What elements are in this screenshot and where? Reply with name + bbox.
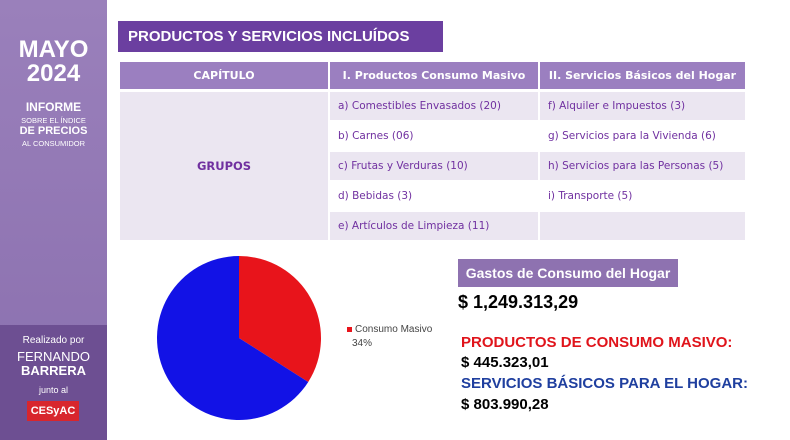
table-cell: e) Artículos de Limpieza (11) — [330, 212, 538, 240]
item-label: SERVICIOS BÁSICOS PARA EL HOGAR: — [461, 375, 748, 392]
table-cell: a) Comestibles Envasados (20) — [330, 92, 538, 120]
legend-swatch — [347, 327, 352, 332]
pie-slice — [156, 256, 309, 420]
legend-label: Consumo Masivo — [355, 324, 433, 335]
table-cell: i) Transporte (5) — [548, 190, 633, 202]
item-amount: $ 803.990,28 — [461, 396, 549, 413]
table-cell: GRUPOS — [120, 92, 328, 240]
item-amount: $ 445.323,01 — [461, 354, 549, 371]
table-cell: d) Bebidas (3) — [338, 190, 413, 202]
report-line: DE PRECIOS — [19, 125, 88, 137]
table-cell: I. Productos Consumo Masivo — [330, 62, 538, 89]
item-label: PRODUCTOS DE CONSUMO MASIVO: — [461, 334, 733, 351]
author: BARRERA — [21, 363, 86, 378]
month: MAYO — [18, 36, 89, 63]
table-cell: CAPÍTULO — [120, 62, 328, 89]
total: $ 1,249.313,29 — [458, 292, 579, 312]
data-label: 34% — [352, 338, 372, 349]
report-line: SOBRE EL ÍNDICE — [21, 116, 86, 125]
pie-chart: Consumo Masivo 34% — [156, 256, 433, 420]
pie-slice — [239, 256, 321, 382]
table-cell — [540, 212, 745, 240]
report-line: INFORME — [25, 100, 82, 114]
title: PRODUCTOS Y SERVICIOS INCLUÍDOS — [118, 21, 443, 52]
table-cell: c) Frutas y Verduras (10) — [330, 152, 538, 180]
table-cell: h) Servicios para las Personas (5) — [540, 152, 745, 180]
summary-heading: Gastos de Consumo del Hogar — [458, 259, 678, 287]
with: junto al — [38, 385, 69, 395]
author: FERNANDO — [17, 349, 90, 364]
year: 2024 — [26, 60, 81, 87]
table-cell: II. Servicios Básicos del Hogar — [540, 62, 745, 89]
table-cell: f) Alquiler e Impuestos (3) — [540, 92, 745, 120]
report-line: AL CONSUMIDOR — [21, 139, 86, 148]
org-logo: CESyAC — [27, 401, 79, 421]
credit: Realizado por — [22, 335, 85, 346]
table-cell: b) Carnes (06) — [338, 130, 414, 142]
table-cell: g) Servicios para la Vivienda (6) — [548, 130, 716, 142]
